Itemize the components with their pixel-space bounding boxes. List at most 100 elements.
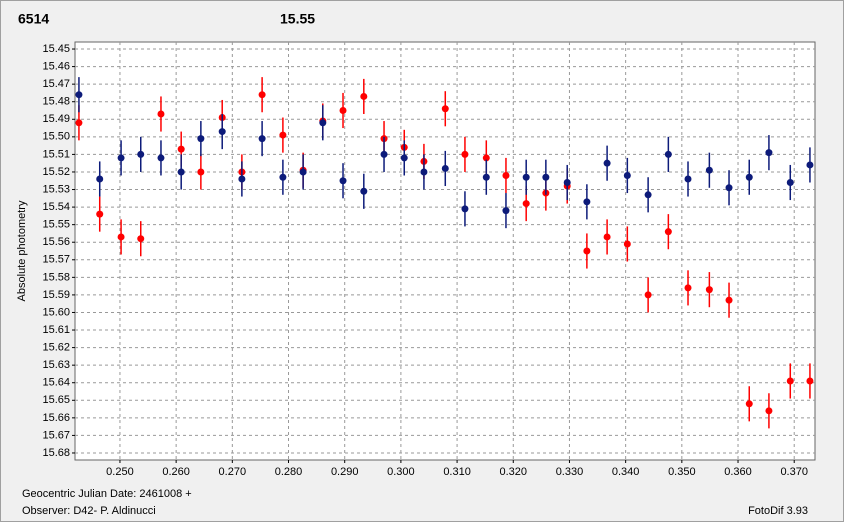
footer-text: Observer: D42- P. Aldinucci — [22, 505, 156, 517]
x-tick-label: 0.310 — [443, 466, 471, 478]
footer-text: FotoDif 3.93 — [748, 505, 808, 517]
y-tick-label: 15.66 — [42, 412, 70, 424]
data-point — [157, 110, 165, 118]
data-point — [765, 149, 773, 157]
data-point — [117, 233, 125, 241]
data-point — [725, 296, 733, 304]
data-point — [96, 210, 104, 218]
y-tick-label: 15.50 — [42, 131, 70, 143]
x-tick-label: 0.360 — [724, 466, 752, 478]
x-tick-label: 0.330 — [556, 466, 584, 478]
data-point — [177, 145, 185, 153]
data-point — [482, 173, 490, 181]
data-point — [806, 161, 814, 169]
data-point — [786, 179, 794, 187]
data-point — [705, 286, 713, 294]
data-point — [197, 168, 205, 176]
data-point — [441, 105, 449, 113]
footer-text: Geocentric Julian Date: 2461008 + — [22, 488, 192, 500]
data-point — [583, 198, 591, 206]
data-point — [705, 166, 713, 174]
data-point — [644, 291, 652, 299]
data-point — [806, 377, 814, 385]
data-point — [745, 400, 753, 408]
data-point — [157, 154, 165, 162]
annotation: 6514 — [18, 11, 49, 27]
data-point — [502, 207, 510, 215]
data-point — [725, 184, 733, 192]
x-tick-label: 0.250 — [106, 466, 134, 478]
data-point — [623, 171, 631, 179]
data-point — [258, 135, 266, 143]
data-point — [75, 119, 83, 127]
y-tick-label: 15.54 — [42, 201, 70, 213]
y-tick-label: 15.45 — [42, 43, 70, 55]
data-point — [137, 235, 145, 243]
data-point — [583, 247, 591, 255]
y-tick-label: 15.47 — [42, 78, 70, 90]
data-point — [542, 173, 550, 181]
data-point — [360, 92, 368, 100]
data-point — [420, 168, 428, 176]
data-point — [522, 173, 530, 181]
data-point — [137, 150, 145, 158]
data-point — [461, 150, 469, 158]
y-tick-label: 15.65 — [42, 394, 70, 406]
y-axis-label: Absolute photometry — [16, 200, 28, 301]
x-tick-label: 0.300 — [387, 466, 415, 478]
data-point — [745, 173, 753, 181]
data-point — [786, 377, 794, 385]
data-point — [603, 159, 611, 167]
data-point — [339, 106, 347, 114]
y-tick-label: 15.68 — [42, 447, 70, 459]
x-tick-label: 0.280 — [275, 466, 303, 478]
data-point — [360, 187, 368, 195]
data-point — [258, 91, 266, 99]
data-point — [117, 154, 125, 162]
data-point — [96, 175, 104, 183]
y-tick-label: 15.51 — [42, 148, 70, 160]
x-tick-label: 0.340 — [612, 466, 640, 478]
data-point — [765, 407, 773, 415]
y-tick-label: 15.46 — [42, 60, 70, 72]
data-point — [218, 128, 226, 136]
x-tick-label: 0.370 — [780, 466, 808, 478]
y-tick-label: 15.56 — [42, 236, 70, 248]
data-point — [684, 284, 692, 292]
data-point — [319, 119, 327, 127]
data-point — [75, 91, 83, 99]
annotation: 15.55 — [280, 11, 315, 27]
y-tick-label: 15.61 — [42, 324, 70, 336]
data-point — [238, 175, 246, 183]
y-tick-label: 15.53 — [42, 183, 70, 195]
data-point — [623, 240, 631, 248]
y-tick-label: 15.52 — [42, 166, 70, 178]
y-tick-label: 15.58 — [42, 271, 70, 283]
x-tick-label: 0.260 — [162, 466, 190, 478]
y-tick-label: 15.49 — [42, 113, 70, 125]
data-point — [563, 179, 571, 187]
data-point — [279, 131, 287, 139]
data-point — [664, 150, 672, 158]
x-tick-label: 0.320 — [500, 466, 528, 478]
data-point — [664, 228, 672, 236]
data-point — [502, 171, 510, 179]
data-point — [400, 154, 408, 162]
y-tick-label: 15.60 — [42, 306, 70, 318]
data-point — [522, 200, 530, 208]
data-point — [684, 175, 692, 183]
y-tick-label: 15.63 — [42, 359, 70, 371]
data-point — [603, 233, 611, 241]
data-point — [644, 191, 652, 199]
data-point — [197, 135, 205, 143]
y-tick-label: 15.59 — [42, 289, 70, 301]
x-tick-label: 0.350 — [668, 466, 696, 478]
y-tick-label: 15.57 — [42, 254, 70, 266]
data-point — [339, 177, 347, 185]
data-point — [299, 168, 307, 176]
y-tick-label: 15.62 — [42, 342, 70, 354]
y-tick-label: 15.67 — [42, 429, 70, 441]
data-point — [461, 205, 469, 213]
